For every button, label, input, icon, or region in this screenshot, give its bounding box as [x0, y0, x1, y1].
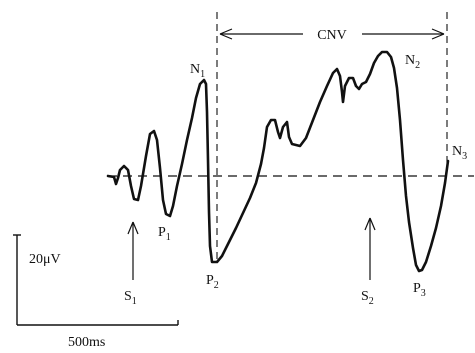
s2-label: S2: [361, 289, 374, 307]
cnv-arrowhead-left: [219, 28, 233, 40]
erp-waveform: [106, 50, 450, 273]
s1-arrowhead: [127, 221, 139, 235]
peak-label-n1: N1: [190, 62, 205, 80]
peak-label-n2: N2: [405, 53, 420, 71]
peak-label-n3: N3: [452, 144, 467, 162]
s2-arrowhead: [364, 217, 376, 231]
cnv-label: CNV: [317, 28, 347, 43]
peak-label-p3: P3: [413, 281, 426, 299]
cnv-arrowhead-right: [431, 28, 445, 40]
peak-label-p1: P1: [158, 225, 171, 243]
s1-label: S1: [124, 289, 137, 307]
time-scale-label: 500ms: [68, 335, 105, 350]
amplitude-scale-label: 20μV: [29, 252, 61, 267]
peak-label-p2: P2: [206, 273, 219, 291]
